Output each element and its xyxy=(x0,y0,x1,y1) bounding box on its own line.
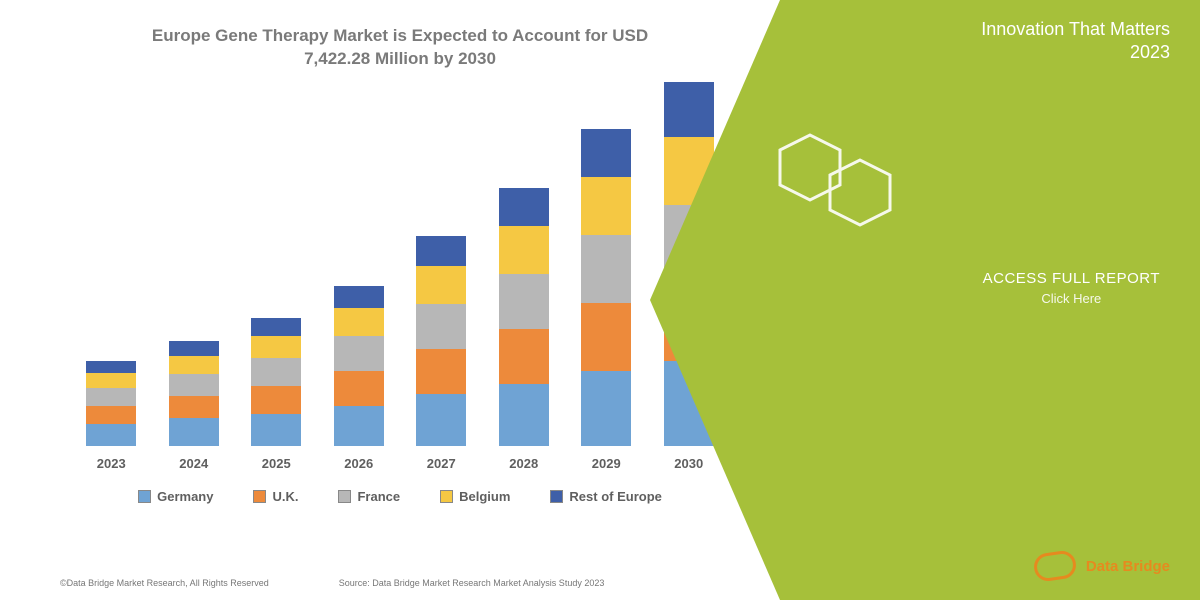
bar-segment-germany xyxy=(416,394,466,446)
legend-item-france: France xyxy=(338,489,400,504)
right-panel: Innovation That Matters 2023 ACCESS FULL… xyxy=(780,0,1200,600)
bar-segment-belgium xyxy=(334,308,384,336)
bar-segment-france xyxy=(581,235,631,303)
bar-segment-u-k- xyxy=(416,349,466,394)
bar-stack xyxy=(86,361,136,446)
year-label: 2023 xyxy=(97,456,126,471)
legend-swatch xyxy=(338,490,351,503)
year-label: 2026 xyxy=(344,456,373,471)
footer-left: ©Data Bridge Market Research, All Rights… xyxy=(60,578,269,588)
year-label: 2025 xyxy=(262,456,291,471)
bar-stack xyxy=(499,188,549,446)
chart-title: Europe Gene Therapy Market is Expected t… xyxy=(140,25,660,71)
bar-2026: 2026 xyxy=(324,286,394,471)
logo-text: Data Bridge xyxy=(1086,558,1170,575)
brand-text: Innovation That Matters 2023 xyxy=(981,18,1170,63)
year-label: 2027 xyxy=(427,456,456,471)
logo-icon xyxy=(1032,549,1077,583)
legend-item-belgium: Belgium xyxy=(440,489,510,504)
bar-segment-germany xyxy=(334,406,384,446)
bar-segment-france xyxy=(334,336,384,371)
company-logo: Data Bridge xyxy=(1034,552,1170,580)
legend-swatch xyxy=(253,490,266,503)
year-label: 2029 xyxy=(592,456,621,471)
legend-item-u-k-: U.K. xyxy=(253,489,298,504)
bar-segment-belgium xyxy=(86,373,136,388)
access-title: ACCESS FULL REPORT xyxy=(983,270,1160,287)
footer-right: Source: Data Bridge Market Research Mark… xyxy=(339,578,605,588)
bar-segment-france xyxy=(86,388,136,406)
bar-2029: 2029 xyxy=(571,129,641,471)
bar-2023: 2023 xyxy=(76,361,146,471)
bar-segment-france xyxy=(499,274,549,329)
bar-2024: 2024 xyxy=(159,341,229,471)
legend-item-rest-of-europe: Rest of Europe xyxy=(550,489,661,504)
bar-2027: 2027 xyxy=(406,236,476,471)
legend-swatch xyxy=(550,490,563,503)
bar-segment-belgium xyxy=(499,226,549,274)
bar-segment-belgium xyxy=(416,266,466,304)
legend-item-germany: Germany xyxy=(138,489,213,504)
bar-segment-u-k- xyxy=(86,406,136,424)
hexagon-icon xyxy=(740,120,910,250)
bar-stack xyxy=(416,236,466,446)
bar-segment-belgium xyxy=(251,336,301,358)
bar-segment-germany xyxy=(251,414,301,446)
legend-label: U.K. xyxy=(272,489,298,504)
bar-segment-rest-of-europe xyxy=(581,129,631,177)
bar-segment-u-k- xyxy=(581,303,631,371)
year-label: 2028 xyxy=(509,456,538,471)
bars-area: 20232024202520262027202820292030 xyxy=(60,91,740,471)
bar-segment-germany xyxy=(499,384,549,446)
access-report-link[interactable]: ACCESS FULL REPORT Click Here xyxy=(983,270,1160,306)
bar-segment-rest-of-europe xyxy=(416,236,466,266)
brand-line2: 2023 xyxy=(981,41,1170,64)
legend-label: France xyxy=(357,489,400,504)
bar-segment-belgium xyxy=(581,177,631,235)
legend-label: Germany xyxy=(157,489,213,504)
bar-segment-germany xyxy=(581,371,631,446)
legend-label: Belgium xyxy=(459,489,510,504)
bar-segment-belgium xyxy=(169,356,219,374)
bar-segment-rest-of-europe xyxy=(251,318,301,336)
bar-segment-u-k- xyxy=(169,396,219,418)
access-sub: Click Here xyxy=(983,291,1160,306)
bar-stack xyxy=(581,129,631,446)
legend-swatch xyxy=(440,490,453,503)
bar-segment-u-k- xyxy=(251,386,301,414)
legend: Germany U.K. France Belgium Rest of Europe xyxy=(60,489,740,504)
bar-segment-rest-of-europe xyxy=(334,286,384,308)
bar-segment-rest-of-europe xyxy=(169,341,219,356)
bar-stack xyxy=(169,341,219,446)
bar-2025: 2025 xyxy=(241,318,311,471)
legend-label: Rest of Europe xyxy=(569,489,661,504)
legend-swatch xyxy=(138,490,151,503)
bar-stack xyxy=(251,318,301,446)
year-label: 2024 xyxy=(179,456,208,471)
bar-stack xyxy=(334,286,384,446)
bar-segment-u-k- xyxy=(499,329,549,384)
bar-segment-france xyxy=(169,374,219,396)
bar-segment-rest-of-europe xyxy=(499,188,549,226)
bar-2028: 2028 xyxy=(489,188,559,471)
page: Europe Gene Therapy Market is Expected t… xyxy=(0,0,1200,600)
bar-segment-u-k- xyxy=(334,371,384,406)
bar-segment-rest-of-europe xyxy=(86,361,136,373)
bar-segment-germany xyxy=(169,418,219,446)
bar-segment-france xyxy=(416,304,466,349)
bar-segment-france xyxy=(251,358,301,386)
bar-segment-germany xyxy=(86,424,136,446)
brand-line1: Innovation That Matters xyxy=(981,18,1170,41)
